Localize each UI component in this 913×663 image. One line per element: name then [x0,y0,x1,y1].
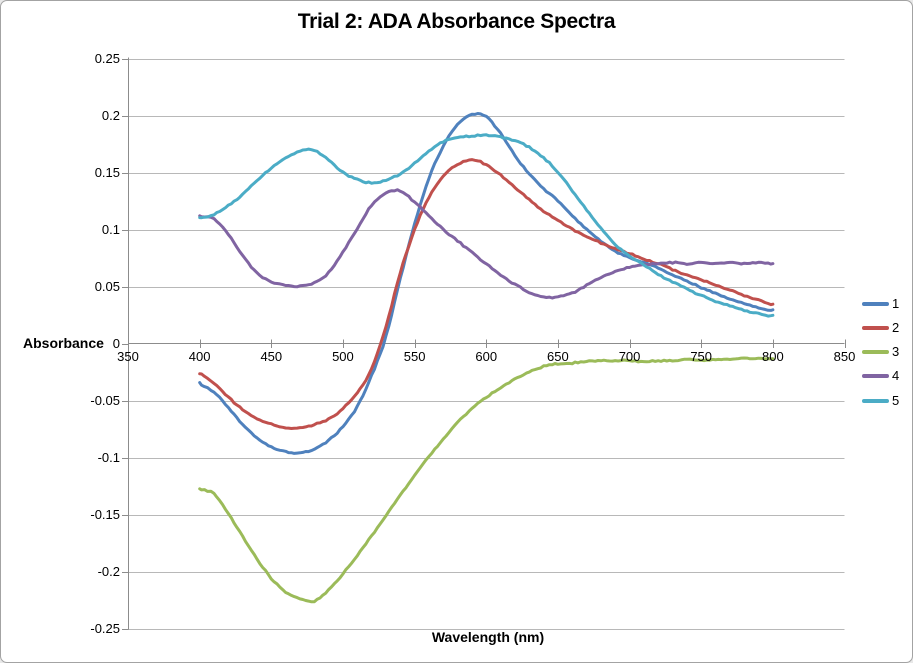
legend-swatch-3 [862,350,889,355]
legend-swatch-2 [862,326,889,331]
y-tick-label: 0 [112,335,120,351]
x-tick-label: 850 [833,349,856,364]
legend-label: 5 [892,392,900,408]
legend-label: 1 [892,296,900,311]
x-tick-label: 700 [618,349,641,364]
x-tick-label: 600 [475,349,498,364]
y-axis-title: Absorbance [23,335,104,351]
legend-swatch-4 [862,374,889,379]
series-line-3 [198,356,775,604]
y-tick-label: 0.2 [101,107,120,123]
series-line-1 [198,112,775,455]
series-line-4 [198,188,775,300]
y-tick-label: -0.25 [90,620,120,636]
x-tick-label: 800 [761,349,784,364]
x-tick-label: 750 [690,349,713,364]
x-tick-label: 400 [188,349,211,364]
legend-label: 2 [892,320,900,336]
chart-title: Trial 2: ADA Absorbance Spectra [297,10,616,33]
legend-label: 3 [892,344,900,360]
y-tick-label: -0.05 [90,392,120,408]
y-tick-label: 0.05 [94,278,120,294]
y-tick-label: 0.1 [101,221,120,237]
x-tick-label: 550 [403,349,426,364]
legend-swatch-1 [862,302,889,306]
x-tick-label: 350 [117,349,139,364]
legend-swatch-5 [862,398,889,403]
y-tick-label: 0.15 [94,164,120,180]
y-tick-label: 0.25 [94,50,120,66]
series-line-2 [198,158,775,430]
y-tick-label: -0.2 [97,563,120,579]
x-tick-label: 450 [260,349,283,364]
x-axis-title: Wavelength (nm) [431,629,545,645]
x-tick-label: 500 [332,349,354,364]
legend-label: 4 [892,368,900,384]
y-tick-label: -0.15 [90,506,120,522]
series-line-5 [198,133,775,318]
y-tick-label: -0.1 [97,449,120,465]
x-tick-label: 650 [547,349,569,364]
